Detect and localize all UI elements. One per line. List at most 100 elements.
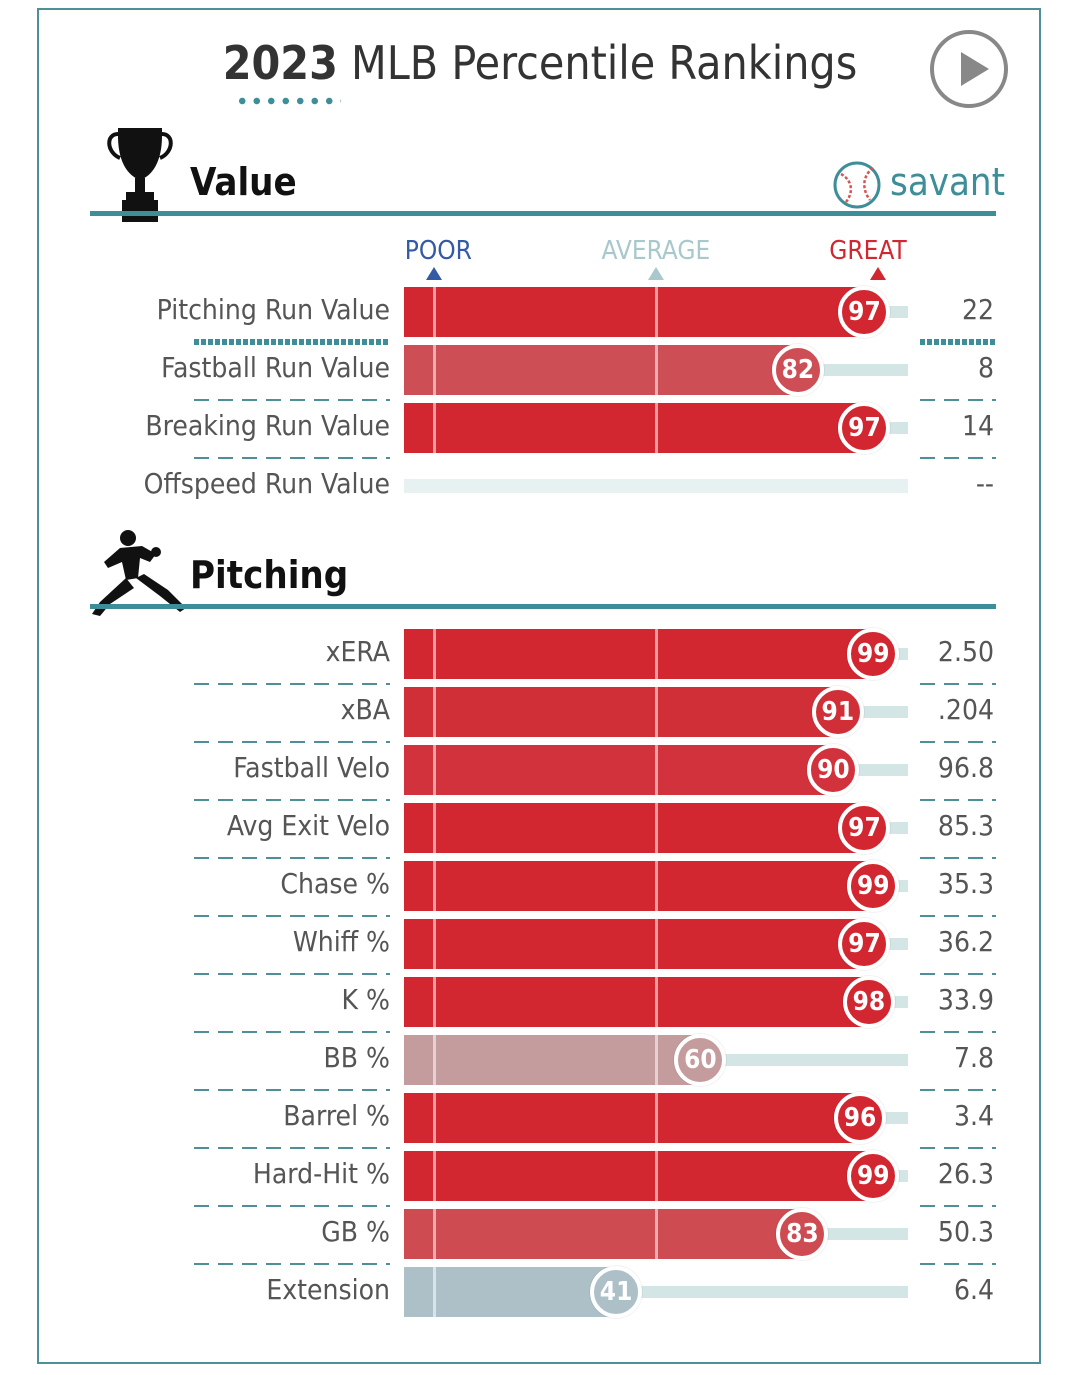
percentile-bar bbox=[404, 1151, 874, 1201]
title-underline-dots bbox=[235, 96, 341, 106]
metric-label: Breaking Run Value bbox=[145, 409, 390, 442]
metric-value: 33.9 bbox=[937, 983, 994, 1016]
metric-value: 26.3 bbox=[937, 1157, 994, 1190]
reference-line bbox=[433, 629, 437, 679]
percentile-badge[interactable]: 97 bbox=[838, 918, 891, 970]
row-separator bbox=[920, 741, 996, 743]
row-separator bbox=[194, 399, 390, 401]
percentile-badge[interactable]: 98 bbox=[842, 976, 895, 1028]
reference-line bbox=[655, 287, 658, 337]
track-remainder bbox=[802, 1228, 908, 1240]
reference-line bbox=[433, 977, 437, 1027]
row-separator bbox=[920, 799, 996, 801]
percentile-bar bbox=[404, 1267, 617, 1317]
row-separator bbox=[194, 1089, 390, 1091]
savant-logo-text: savant bbox=[890, 160, 1006, 204]
row-separator bbox=[194, 857, 390, 859]
scale-label-great: GREAT bbox=[829, 236, 907, 266]
percentile-badge[interactable]: 60 bbox=[674, 1034, 727, 1086]
percentile-badge[interactable]: 99 bbox=[847, 860, 900, 912]
reference-line bbox=[433, 287, 437, 337]
reference-line bbox=[433, 861, 437, 911]
row-separator bbox=[920, 339, 996, 345]
reference-line bbox=[655, 687, 658, 737]
metric-label: Whiff % bbox=[292, 925, 390, 958]
percentile-badge[interactable]: 96 bbox=[834, 1092, 887, 1144]
scale-label-average: AVERAGE bbox=[601, 236, 711, 266]
metric-value: 85.3 bbox=[937, 809, 994, 842]
row-separator bbox=[194, 339, 390, 345]
row-separator bbox=[920, 1031, 996, 1033]
scale-label-poor: POOR bbox=[404, 236, 472, 266]
row-separator bbox=[194, 457, 390, 459]
row-separator bbox=[920, 683, 996, 685]
metric-value: 7.8 bbox=[953, 1041, 994, 1074]
percentile-bar bbox=[404, 919, 865, 969]
metric-label: xERA bbox=[325, 635, 390, 668]
empty-track bbox=[404, 479, 908, 493]
reference-line bbox=[433, 1267, 437, 1317]
reference-line bbox=[655, 1209, 658, 1259]
reference-line bbox=[655, 803, 658, 853]
metric-value: 8 bbox=[977, 351, 994, 384]
track-remainder bbox=[700, 1054, 908, 1066]
row-separator bbox=[194, 683, 390, 685]
metric-value: -- bbox=[975, 467, 994, 500]
percentile-badge[interactable]: 91 bbox=[811, 686, 864, 738]
percentile-badge[interactable]: 97 bbox=[838, 402, 891, 454]
row-separator bbox=[194, 741, 390, 743]
metric-value: 14 bbox=[961, 409, 994, 442]
row-separator bbox=[920, 973, 996, 975]
percentile-badge[interactable]: 41 bbox=[590, 1266, 643, 1318]
row-separator bbox=[920, 1263, 996, 1265]
page-title: 2023 MLB Percentile Rankings bbox=[0, 36, 1080, 90]
reference-line bbox=[433, 1209, 437, 1259]
row-separator bbox=[920, 1147, 996, 1149]
row-separator bbox=[920, 915, 996, 917]
reference-line bbox=[433, 687, 437, 737]
percentile-bar bbox=[404, 403, 865, 453]
metric-label: BB % bbox=[323, 1041, 391, 1074]
metric-label: Barrel % bbox=[283, 1099, 390, 1132]
reference-line bbox=[655, 345, 658, 395]
scale-arrow-poor bbox=[426, 267, 443, 280]
title-year: 2023 bbox=[222, 36, 338, 90]
reference-line bbox=[433, 745, 437, 795]
metric-value: 2.50 bbox=[937, 635, 994, 668]
percentile-badge[interactable]: 82 bbox=[771, 344, 824, 396]
metric-label: GB % bbox=[321, 1215, 390, 1248]
percentile-bar bbox=[404, 687, 838, 737]
reference-line bbox=[655, 403, 658, 453]
track-remainder bbox=[616, 1286, 908, 1298]
reference-line bbox=[655, 977, 658, 1027]
reference-line bbox=[655, 919, 658, 969]
reference-line bbox=[655, 1093, 658, 1143]
row-separator bbox=[194, 973, 390, 975]
percentile-badge[interactable]: 99 bbox=[847, 1150, 900, 1202]
metric-value: 36.2 bbox=[937, 925, 994, 958]
row-separator bbox=[920, 857, 996, 859]
play-icon bbox=[961, 52, 989, 86]
metric-value: 6.4 bbox=[953, 1273, 994, 1306]
percentile-bar bbox=[404, 1209, 803, 1259]
percentile-bar bbox=[404, 287, 865, 337]
reference-line bbox=[433, 803, 437, 853]
metric-value: 22 bbox=[961, 293, 994, 326]
reference-line bbox=[433, 919, 437, 969]
percentile-badge[interactable]: 99 bbox=[847, 628, 900, 680]
metric-label: Pitching Run Value bbox=[156, 293, 390, 326]
reference-line bbox=[433, 345, 437, 395]
reference-line bbox=[433, 1093, 437, 1143]
metric-value: 35.3 bbox=[937, 867, 994, 900]
percentile-badge[interactable]: 97 bbox=[838, 802, 891, 854]
metric-label: xBA bbox=[340, 693, 390, 726]
play-button[interactable] bbox=[930, 30, 1008, 108]
percentile-badge[interactable]: 90 bbox=[807, 744, 860, 796]
title-text: MLB Percentile Rankings bbox=[351, 36, 858, 90]
percentile-badge[interactable]: 97 bbox=[838, 286, 891, 338]
metric-label: Fastball Run Value bbox=[161, 351, 390, 384]
reference-line bbox=[655, 1151, 658, 1201]
reference-line bbox=[655, 861, 658, 911]
percentile-badge[interactable]: 83 bbox=[776, 1208, 829, 1260]
percentile-bar bbox=[404, 861, 874, 911]
